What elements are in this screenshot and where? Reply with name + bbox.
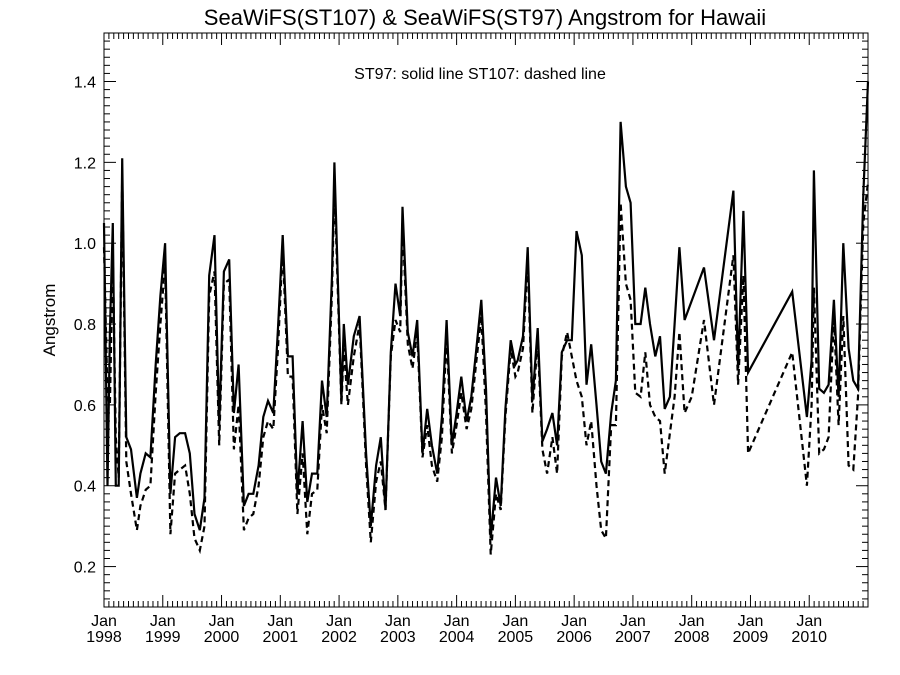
x-tick-label-month: Jan bbox=[267, 613, 293, 630]
x-tick-label-month: Jan bbox=[796, 613, 822, 630]
y-tick-label: 0.4 bbox=[74, 479, 96, 496]
x-tick-label-year: 1998 bbox=[86, 629, 122, 646]
x-tick-label-month: Jan bbox=[91, 613, 117, 630]
y-tick-label: 0.2 bbox=[74, 560, 96, 577]
x-tick-label-month: Jan bbox=[679, 613, 705, 630]
x-tick-label-year: 2002 bbox=[321, 629, 357, 646]
x-tick-label-month: Jan bbox=[738, 613, 764, 630]
y-tick-label: 1.0 bbox=[74, 236, 96, 253]
line-style-annotation: ST97: solid line ST107: dashed line bbox=[354, 66, 606, 83]
x-tick-label-year: 2000 bbox=[204, 629, 240, 646]
x-tick-label-month: Jan bbox=[150, 613, 176, 630]
x-tick-label-month: Jan bbox=[620, 613, 646, 630]
y-tick-label: 0.8 bbox=[74, 317, 96, 334]
x-tick-label-year: 2001 bbox=[263, 629, 299, 646]
series-line-st97 bbox=[102, 81, 870, 539]
y-axis-label: Angstrom bbox=[40, 284, 59, 357]
x-tick-label-month: Jan bbox=[502, 613, 528, 630]
x-tick-label-year: 2005 bbox=[498, 629, 534, 646]
x-tick-label-month: Jan bbox=[385, 613, 411, 630]
x-tick-label-year: 1999 bbox=[145, 629, 181, 646]
x-tick-label-year: 2008 bbox=[674, 629, 710, 646]
x-tick-label-month: Jan bbox=[561, 613, 587, 630]
x-tick-label-month: Jan bbox=[444, 613, 470, 630]
axis-ticks: 0.20.40.60.81.01.21.4Jan1998Jan1999Jan20… bbox=[74, 32, 868, 646]
x-tick-label-year: 2010 bbox=[791, 629, 827, 646]
chart-title: SeaWiFS(ST107) & SeaWiFS(ST97) Angstrom … bbox=[204, 5, 766, 30]
y-tick-label: 1.4 bbox=[74, 75, 96, 92]
x-tick-label-month: Jan bbox=[326, 613, 352, 630]
series-line-st107 bbox=[102, 174, 870, 555]
y-tick-label: 1.2 bbox=[74, 155, 96, 172]
x-tick-label-year: 2007 bbox=[615, 629, 651, 646]
x-tick-label-year: 2003 bbox=[380, 629, 416, 646]
series-lines bbox=[102, 81, 870, 555]
x-tick-label-year: 2009 bbox=[733, 629, 769, 646]
y-tick-label: 0.6 bbox=[74, 398, 96, 415]
x-tick-label-year: 2004 bbox=[439, 629, 475, 646]
x-tick-label-month: Jan bbox=[209, 613, 235, 630]
plot-frame bbox=[103, 32, 869, 608]
x-tick-label-year: 2006 bbox=[556, 629, 592, 646]
